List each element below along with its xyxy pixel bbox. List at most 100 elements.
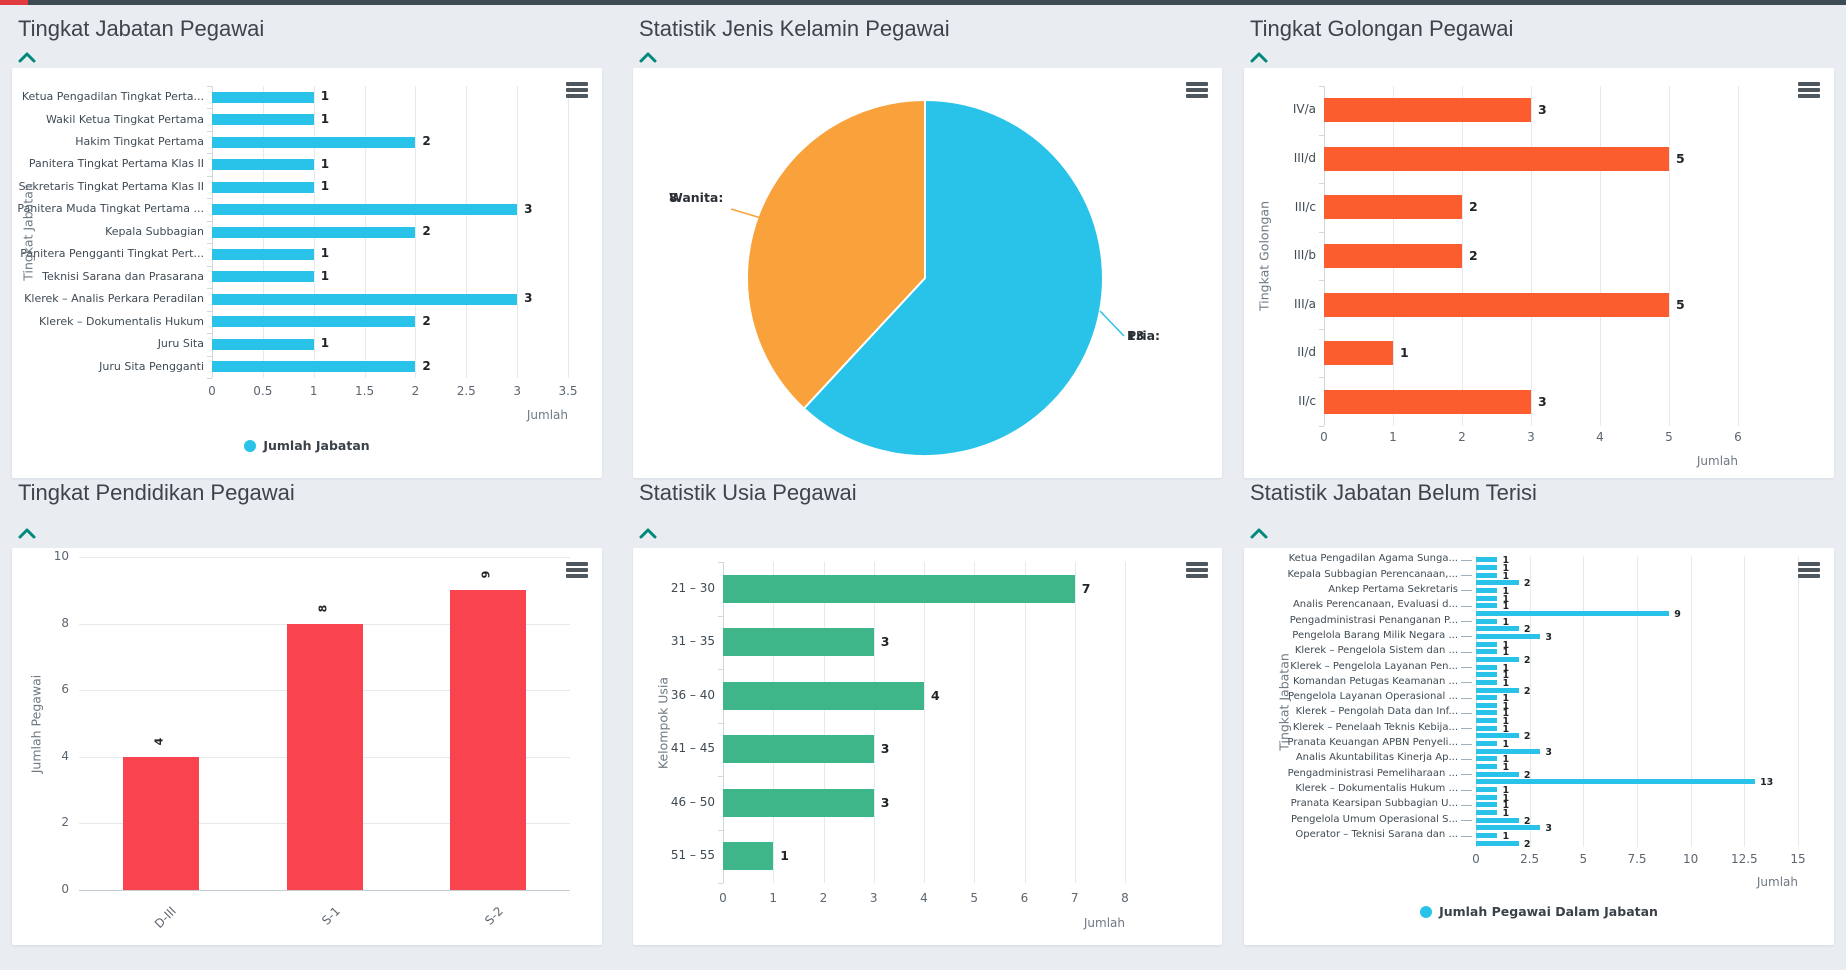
bar-35[interactable]: [1476, 825, 1541, 831]
chart-menu-icon[interactable]: [1186, 562, 1208, 580]
category-label: Klerek – Penelaah Teknis Kebija...: [1292, 721, 1458, 733]
bar-4[interactable]: [1324, 292, 1669, 317]
bar-11[interactable]: [212, 338, 314, 350]
bar-4[interactable]: [212, 181, 314, 193]
bar-7[interactable]: [1476, 610, 1670, 616]
bar-2[interactable]: [1324, 195, 1462, 220]
bar-13[interactable]: [1476, 656, 1519, 662]
bar-1[interactable]: [1476, 564, 1498, 570]
bar-11[interactable]: [1476, 641, 1498, 647]
bar-0[interactable]: [212, 91, 314, 103]
bar-7[interactable]: [212, 248, 314, 260]
bar-20[interactable]: [1476, 710, 1498, 716]
bar-25[interactable]: [1476, 748, 1541, 754]
chart-menu-icon[interactable]: [1186, 82, 1208, 100]
legend[interactable]: Jumlah Pegawai Dalam Jabatan: [1244, 904, 1834, 919]
bar-2[interactable]: [1476, 572, 1498, 578]
bar-0[interactable]: [723, 574, 1075, 603]
bar-value-label: 1: [320, 246, 330, 261]
bar-0[interactable]: [1324, 98, 1531, 123]
bar-3[interactable]: [1476, 580, 1519, 586]
bar-18[interactable]: [1476, 695, 1498, 701]
bar-3[interactable]: [1324, 244, 1462, 268]
bar-8[interactable]: [1476, 618, 1498, 624]
collapse-chevron-icon[interactable]: [639, 52, 657, 63]
bar-37[interactable]: [1476, 840, 1519, 846]
bar-21[interactable]: [1476, 718, 1498, 724]
collapse-chevron-icon[interactable]: [639, 528, 657, 539]
bar-26[interactable]: [1476, 756, 1498, 762]
bar-6[interactable]: [212, 226, 416, 238]
bar-9[interactable]: [212, 293, 518, 305]
collapse-chevron-icon[interactable]: [1250, 52, 1268, 63]
bar-3[interactable]: [212, 159, 314, 171]
bar-3[interactable]: [723, 735, 874, 764]
bar-15[interactable]: [1476, 672, 1498, 678]
bar-14[interactable]: [1476, 664, 1498, 670]
bar-16[interactable]: [1476, 679, 1498, 685]
bar-5[interactable]: [723, 842, 774, 871]
bar-6[interactable]: [1476, 603, 1498, 609]
bar-34[interactable]: [1476, 817, 1519, 823]
bar-19[interactable]: [1476, 702, 1498, 708]
bar-1[interactable]: [212, 114, 314, 126]
bar-6[interactable]: [1324, 389, 1531, 414]
bar-4[interactable]: [1476, 587, 1498, 593]
bar-33[interactable]: [1476, 810, 1498, 816]
bar-29[interactable]: [1476, 779, 1756, 785]
bar-4[interactable]: [723, 788, 874, 817]
bar-24[interactable]: [1476, 741, 1498, 747]
category-label: Komandan Petugas Keamanan ...: [1292, 675, 1458, 687]
bar-8[interactable]: [212, 271, 314, 283]
chart-menu-icon[interactable]: [566, 82, 588, 100]
bar-5[interactable]: [212, 204, 518, 216]
bar-2[interactable]: [212, 136, 416, 148]
legend-label: Jumlah Jabatan: [263, 438, 370, 453]
pie-slice-wanita[interactable]: [746, 98, 926, 410]
pie-slice-pria[interactable]: [802, 98, 1104, 457]
chart-menu-icon[interactable]: [566, 562, 588, 580]
bar-2[interactable]: [450, 590, 527, 890]
x-tick-label: 0: [208, 384, 216, 398]
axis-tick: [1461, 804, 1472, 806]
bar-12[interactable]: [212, 361, 416, 373]
collapse-chevron-icon[interactable]: [1250, 528, 1268, 539]
collapse-chevron-icon[interactable]: [18, 52, 36, 63]
bar-28[interactable]: [1476, 771, 1519, 777]
axis-tick: [207, 220, 212, 222]
category-label: Ketua Pengadilan Tingkat Perta...: [21, 90, 204, 104]
bar-22[interactable]: [1476, 725, 1498, 731]
category-label: Pengadministrasi Pemeliharaan ...: [1287, 767, 1458, 779]
bar-1[interactable]: [1324, 146, 1669, 171]
bar-32[interactable]: [1476, 802, 1498, 808]
bar-1[interactable]: [286, 623, 363, 890]
x-tick-label: 2: [1458, 430, 1466, 444]
x-tick-label: 0: [1320, 430, 1328, 444]
bar-2[interactable]: [723, 681, 924, 710]
top-edge-strip: [0, 0, 1846, 5]
bar-1[interactable]: [723, 628, 874, 657]
bar-10[interactable]: [1476, 633, 1541, 639]
bar-27[interactable]: [1476, 764, 1498, 770]
bar-31[interactable]: [1476, 794, 1498, 800]
bar-36[interactable]: [1476, 833, 1498, 838]
bar-12[interactable]: [1476, 649, 1498, 655]
bar-0[interactable]: [122, 756, 199, 890]
bar-5[interactable]: [1476, 595, 1498, 601]
bar-value-label: 1: [1502, 792, 1510, 804]
y-axis-title: Tingkat Jabatan: [20, 183, 36, 281]
chart-menu-icon[interactable]: [1798, 562, 1820, 580]
bar-17[interactable]: [1476, 687, 1519, 693]
bar-10[interactable]: [212, 316, 416, 328]
gridline: [1074, 562, 1076, 883]
collapse-chevron-icon[interactable]: [18, 528, 36, 539]
bar-30[interactable]: [1476, 787, 1498, 793]
bar-23[interactable]: [1476, 733, 1519, 739]
bar-value-label: 1: [780, 848, 789, 864]
chart-menu-icon[interactable]: [1798, 82, 1820, 100]
bar-9[interactable]: [1476, 626, 1519, 632]
bar-5[interactable]: [1324, 341, 1393, 366]
bar-0[interactable]: [1476, 557, 1498, 563]
y-axis-title: Tingkat Jabatan: [1276, 652, 1292, 751]
legend[interactable]: Jumlah Jabatan: [12, 438, 602, 453]
